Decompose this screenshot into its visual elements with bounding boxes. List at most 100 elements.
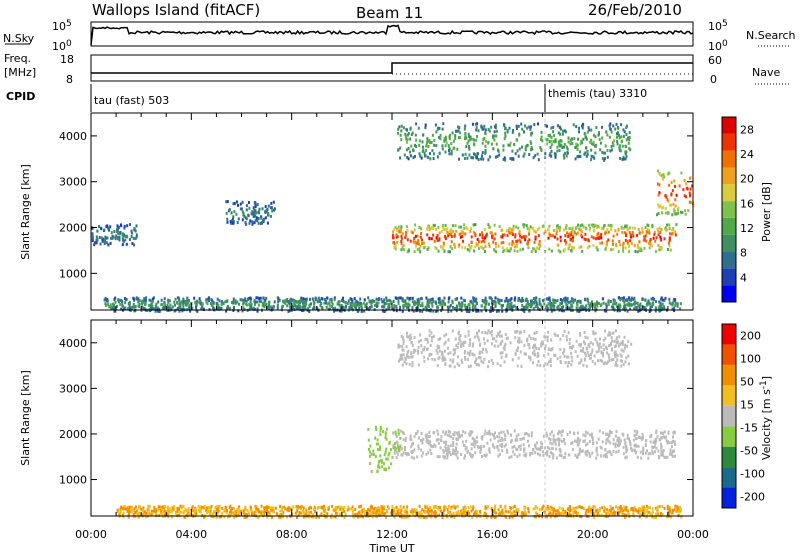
colorbar-tick-label: 8 [740,247,747,260]
power-x-ticks [90,113,694,310]
colorbar-tick-label: 28 [740,123,754,136]
echo-feature-1 [392,223,678,254]
colorbar-segment [722,117,736,134]
station-title: Wallops Island (fitACF) [92,1,260,19]
colorbar-tick-label: -15 [740,422,758,435]
colorbar-frame [721,116,737,303]
time-tick-label: 12:00 [376,528,408,541]
echo-feature-2 [397,329,633,369]
y-tick-label: 1000 [59,267,87,280]
echo-feature-1 [392,429,676,460]
colorbar-segment [722,426,736,447]
colorbar-frame [721,323,737,509]
colorbar-segment [722,446,736,468]
echo-feature-3 [91,223,138,247]
time-tick-label: 08:00 [276,528,308,541]
y-tick-label: 4000 [59,130,87,143]
cpid-row: CPID tau (fast) 503 themis (tau) 3310 [6,84,647,112]
time-tick-label: 04:00 [175,528,207,541]
colorbar-tick-label: 24 [740,148,754,161]
colorbar-tick-label: 4 [740,271,747,284]
velocity-x-ticks [90,320,694,516]
colorbar-tick-label: 12 [740,222,754,235]
time-tick-label: 20:00 [577,528,609,541]
velocity-ylabel: Slant Range [km] [19,370,32,466]
time-axis-title: Time UT [368,542,414,554]
colorbar-segment [722,234,736,252]
echo-feature-6 [656,169,695,217]
y-tick-label: 1000 [59,474,87,487]
echo-feature-2 [397,122,632,162]
nsky-frame [90,21,694,47]
cpid-left-text: tau (fast) 503 [94,94,169,107]
colorbar-tick-label: 15 [740,399,754,412]
time-tick-label: 00:00 [677,528,709,541]
freq-tick-top: 18 [60,53,74,66]
nave-label: Nave [752,66,780,79]
velocity-colorbar-label: Velocity [m s-1] [759,376,773,460]
colorbar-tick-label: -50 [740,445,758,458]
freq-label-line1: Freq. [4,52,31,65]
power-data-layer [91,113,695,313]
y-tick-label: 3000 [59,382,87,395]
y-tick-label: 2000 [59,428,87,441]
colorbar-segment [722,344,736,365]
colorbar-segment [722,364,736,386]
velocity-panel: 1000 2000 3000 4000 Slant Range [km] 200 100… [19,319,773,519]
colorbar-segment [722,285,736,302]
nave-tick-bottom: 0 [710,73,717,86]
power-ylabel: Slant Range [km] [19,164,32,260]
nsky-left-bottom-tick: 100 [52,39,72,53]
nave-tick-top: 60 [708,54,722,67]
power-frame [90,112,694,311]
colorbar-segment [722,150,736,168]
colorbar-segment [722,167,736,185]
time-axis-labels: 00:00 04:00 08:00 12:00 16:00 20:00 00:00 [75,528,709,541]
freq-label-line2: [MHz] [4,66,36,79]
colorbar-segment [722,251,736,269]
beam-title: Beam 11 [356,4,423,22]
colorbar-segment [722,201,736,218]
colorbar-tick-label: -200 [740,491,765,504]
colorbar-segment [722,467,736,488]
power-panel: 1000 2000 3000 4000 Slant Range [km] 4 8 12 16… [19,112,773,313]
time-tick-label: 00:00 [75,528,107,541]
nsky-label: N.Sky [3,32,35,45]
cpid-label: CPID [6,90,35,103]
colorbar-tick-label: 200 [740,330,761,343]
velocity-frame [90,319,694,517]
velocity-colorbar: 200 100 50 15 -15 -50 -100 -200 [721,323,765,509]
nsearch-label: N.Search [746,29,796,42]
echo-feature-4 [225,200,276,226]
nsky-left-top-tick: 105 [52,19,72,33]
colorbar-segment [722,405,736,427]
time-tick-label: 16:00 [476,528,508,541]
nsky-panel: N.Sky 105 100 105 100 N.Search [3,19,796,53]
colorbar-segment [722,324,736,345]
colorbar-tick-label: 16 [740,197,754,210]
colorbar-tick-label: 50 [740,376,754,389]
colorbar-segment [722,184,736,202]
freq-frame [90,54,694,82]
freq-panel: Freq. [MHz] 18 8 60 0 Nave [4,52,790,86]
colorbar-tick-label: -100 [740,468,765,481]
y-tick-label: 4000 [59,337,87,350]
velocity-y-ticks: 1000 2000 3000 4000 [59,337,693,487]
nsearch-right-bottom-tick: 100 [708,39,728,53]
freq-tick-bottom: 8 [66,73,73,86]
colorbar-tick-label: 100 [740,353,761,366]
nsearch-right-top-tick: 105 [708,19,728,33]
power-y-ticks: 1000 2000 3000 4000 [59,130,693,280]
colorbar-segment [722,268,736,286]
date-title: 26/Feb/2010 [588,1,682,19]
nsky-trace [90,24,694,46]
power-colorbar: 4 8 12 16 20 24 28 [721,116,754,303]
freq-trace [91,62,693,74]
colorbar-tick-label: 20 [740,173,754,186]
echo-feature-4 [367,425,402,474]
colorbar-segment [722,133,736,151]
colorbar-segment [722,385,736,406]
y-tick-label: 3000 [59,176,87,189]
